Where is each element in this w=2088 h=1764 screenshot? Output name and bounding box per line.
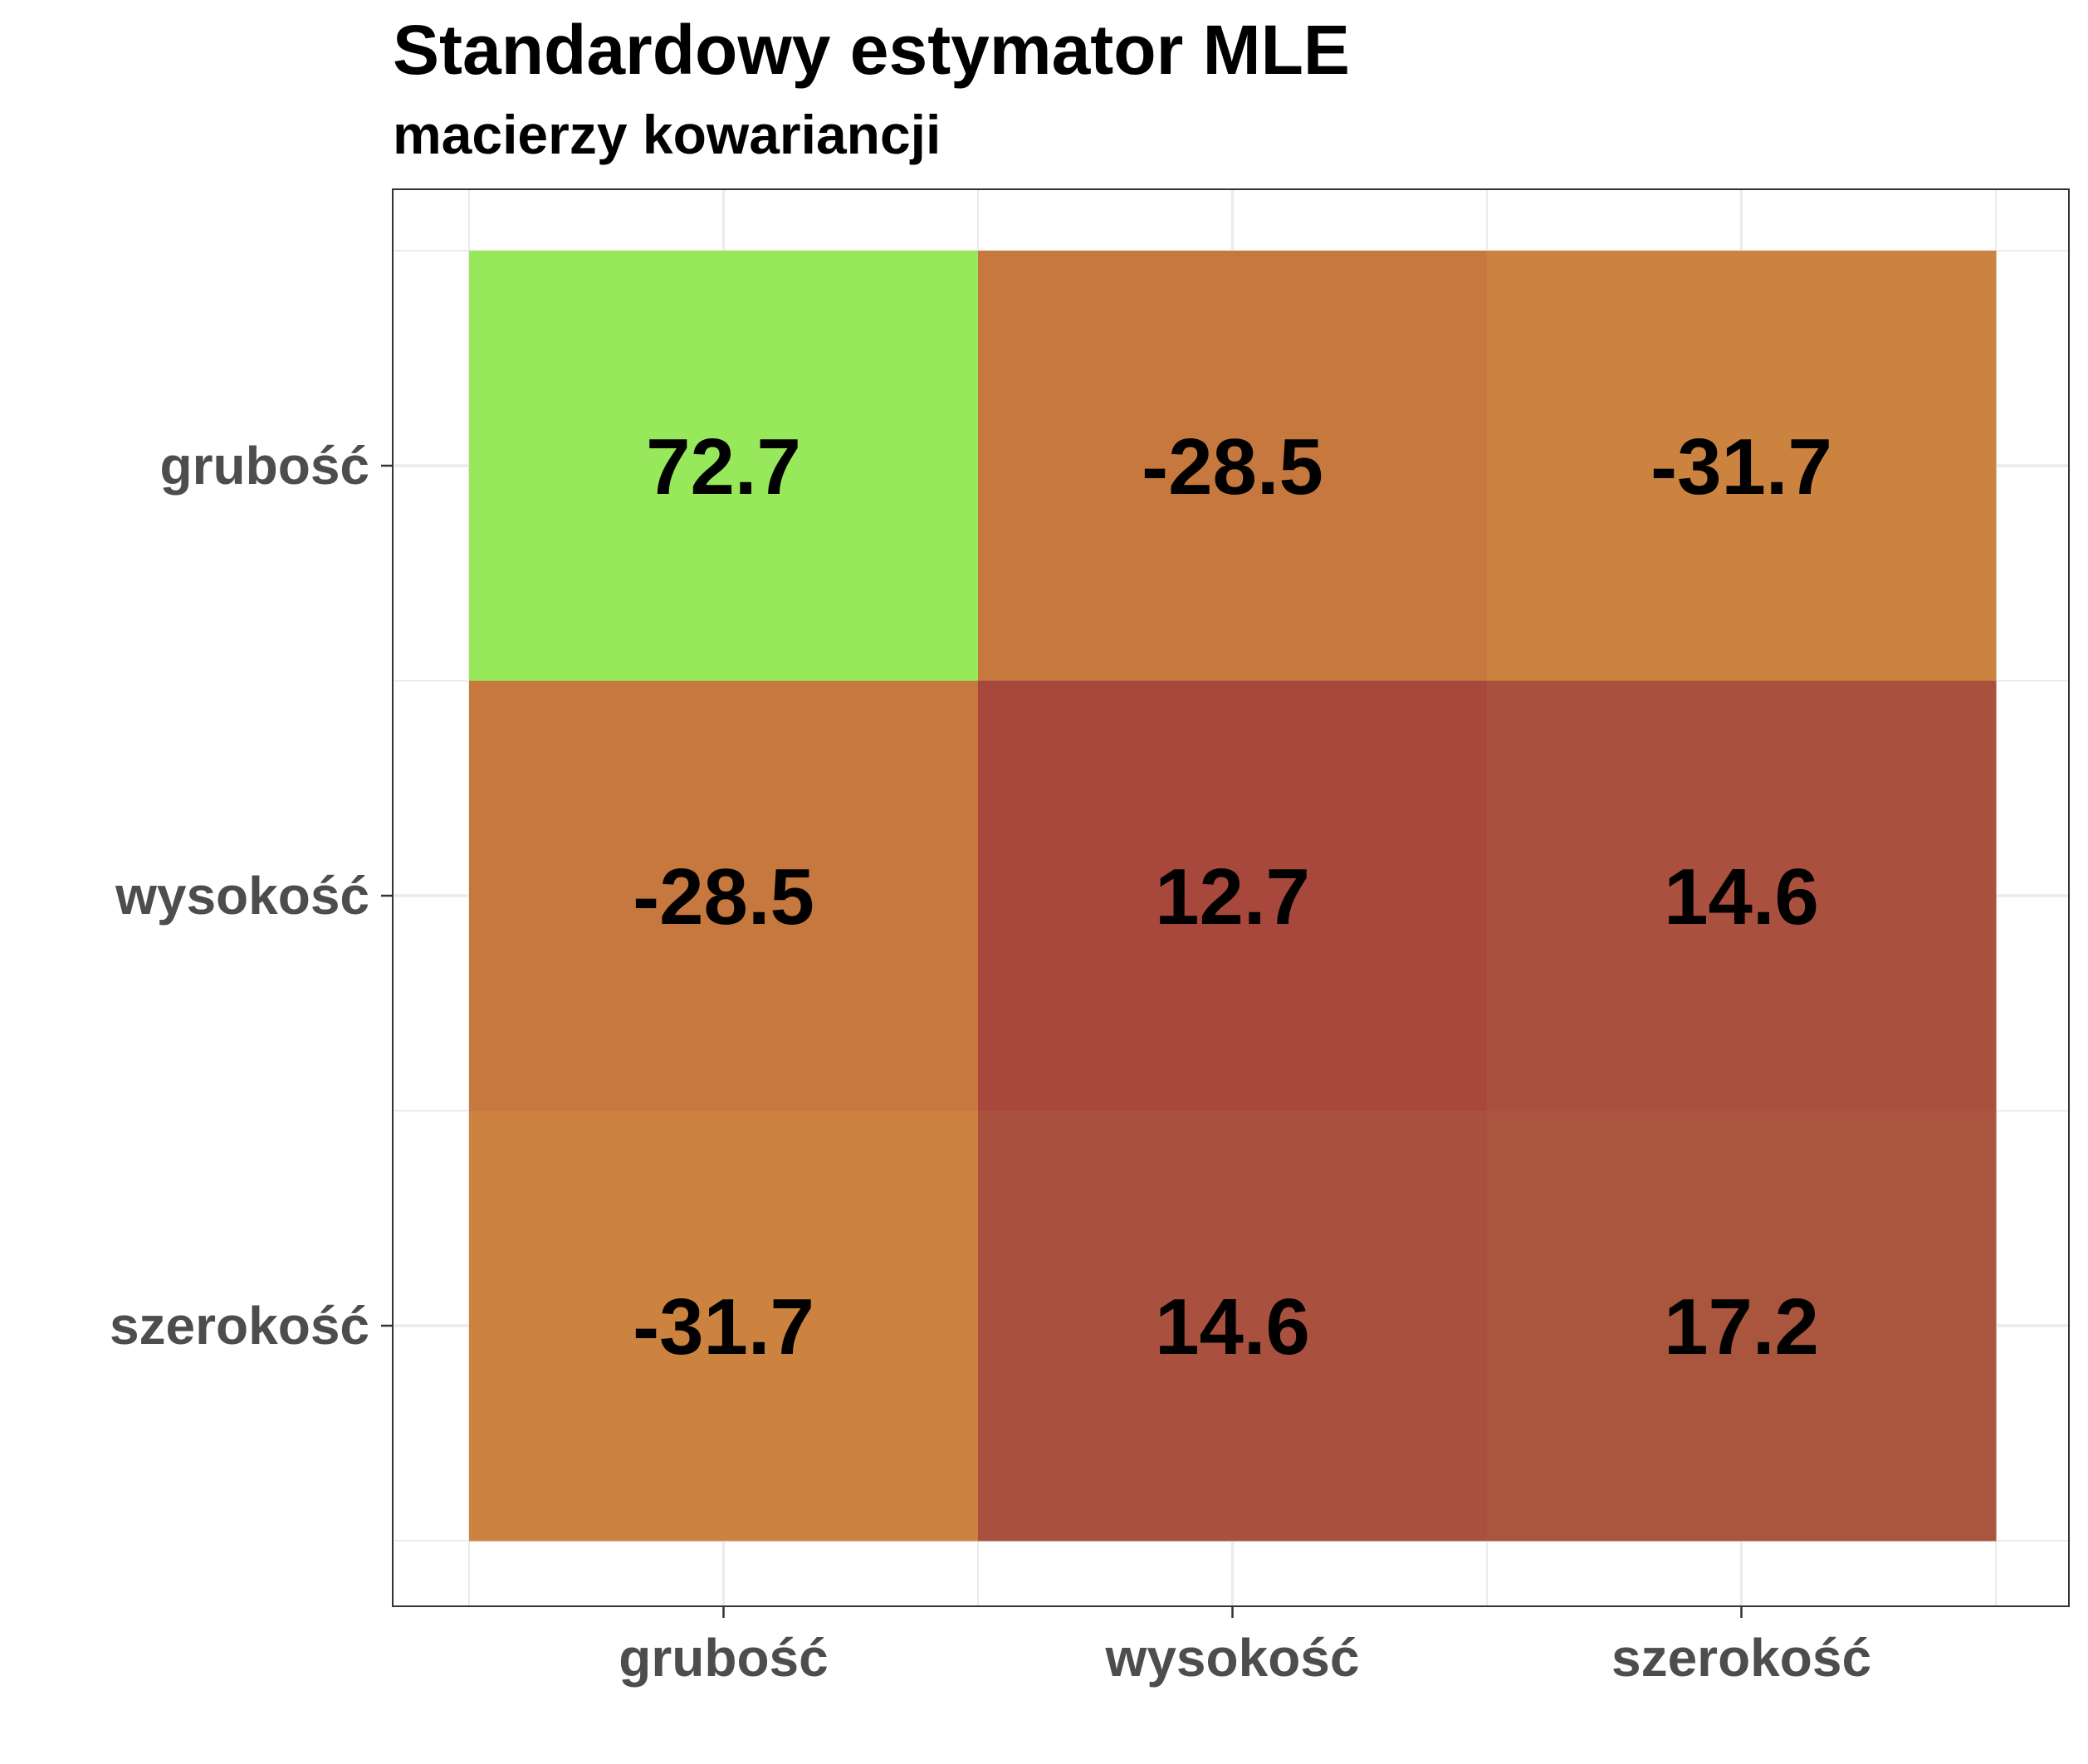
y-axis-tick-label: szerokość	[110, 1296, 369, 1356]
heatmap-cell	[469, 1111, 979, 1542]
heatmap-cell	[1487, 251, 1997, 682]
heatmap-cell	[978, 1111, 1488, 1542]
chart-subtitle: macierzy kowariancji	[393, 104, 941, 165]
heatmap-cell	[469, 681, 979, 1112]
cell-value-label: 72.7	[646, 423, 801, 511]
cell-value-label: 14.6	[1664, 853, 1819, 941]
chart-title: Standardowy estymator MLE	[393, 11, 1350, 89]
cell-value-label: -28.5	[633, 853, 814, 941]
x-axis-tick-label: szerokość	[1611, 1628, 1871, 1688]
x-axis-tick-label: grubość	[619, 1628, 828, 1688]
x-axis-tick-label: wysokość	[1105, 1628, 1360, 1688]
y-axis-tick-label: wysokość	[115, 866, 369, 926]
y-axis: grubość wysokość szerokość	[110, 436, 393, 1356]
heatmap-cell	[1487, 681, 1997, 1112]
heatmap-cell	[1487, 1111, 1997, 1542]
cell-value-label: 14.6	[1155, 1283, 1310, 1371]
x-axis: grubość wysokość szerokość	[619, 1606, 1871, 1688]
heatmap-cell	[469, 251, 979, 682]
heatmap-cells	[469, 251, 1997, 1542]
cell-value-label: -31.7	[1650, 423, 1832, 511]
plot-panel-border	[392, 188, 2070, 1607]
cell-value-label: -31.7	[633, 1283, 814, 1371]
cell-value-label: 12.7	[1155, 853, 1310, 941]
cell-value-label: -28.5	[1142, 423, 1323, 511]
y-axis-tick-label: grubość	[160, 436, 369, 496]
heatmap-cell	[978, 251, 1488, 682]
cell-value-labels: 72.7 -28.5 -31.7 -28.5 12.7 14.6 -31.7 14.6 17.2	[633, 423, 1832, 1371]
heatmap-cell	[978, 681, 1488, 1112]
cell-value-label: 17.2	[1664, 1283, 1819, 1371]
